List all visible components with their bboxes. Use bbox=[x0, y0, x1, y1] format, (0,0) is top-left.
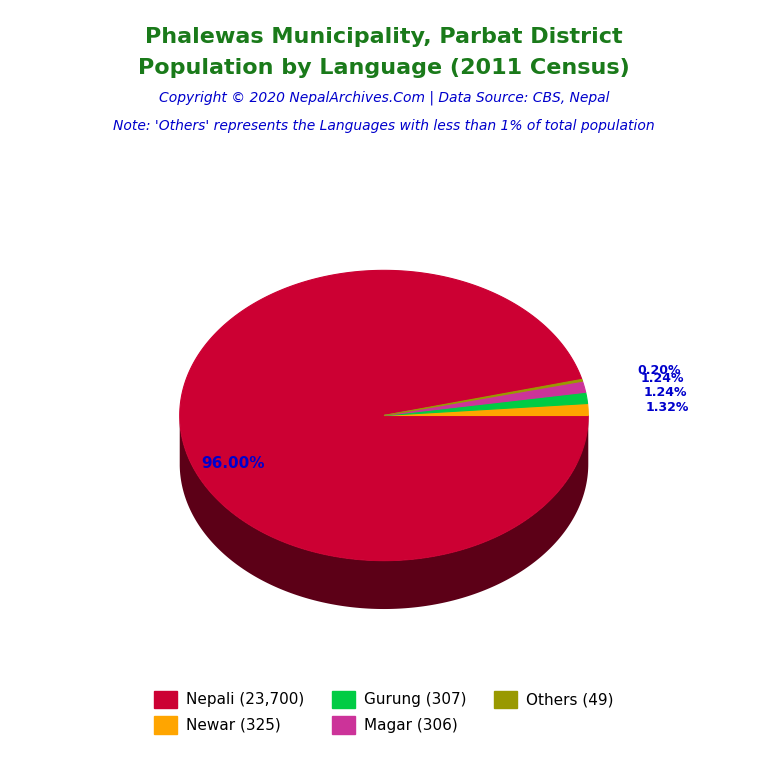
Text: 1.32%: 1.32% bbox=[645, 402, 689, 414]
Polygon shape bbox=[384, 415, 588, 464]
Polygon shape bbox=[384, 392, 588, 415]
Polygon shape bbox=[384, 381, 586, 415]
Polygon shape bbox=[180, 415, 588, 609]
Text: 0.20%: 0.20% bbox=[637, 364, 681, 377]
Text: 1.24%: 1.24% bbox=[644, 386, 687, 399]
Polygon shape bbox=[180, 270, 588, 561]
Text: Phalewas Municipality, Parbat District: Phalewas Municipality, Parbat District bbox=[145, 27, 623, 47]
Polygon shape bbox=[384, 379, 582, 415]
Text: Note: 'Others' represents the Languages with less than 1% of total population: Note: 'Others' represents the Languages … bbox=[113, 119, 655, 133]
Text: Population by Language (2011 Census): Population by Language (2011 Census) bbox=[138, 58, 630, 78]
Text: 96.00%: 96.00% bbox=[202, 456, 265, 472]
Text: Copyright © 2020 NepalArchives.Com | Data Source: CBS, Nepal: Copyright © 2020 NepalArchives.Com | Dat… bbox=[159, 91, 609, 105]
Polygon shape bbox=[384, 403, 588, 415]
Text: 1.24%: 1.24% bbox=[641, 372, 684, 385]
Legend: Nepali (23,700), Newar (325), Gurung (307), Magar (306), Others (49): Nepali (23,700), Newar (325), Gurung (30… bbox=[147, 683, 621, 741]
